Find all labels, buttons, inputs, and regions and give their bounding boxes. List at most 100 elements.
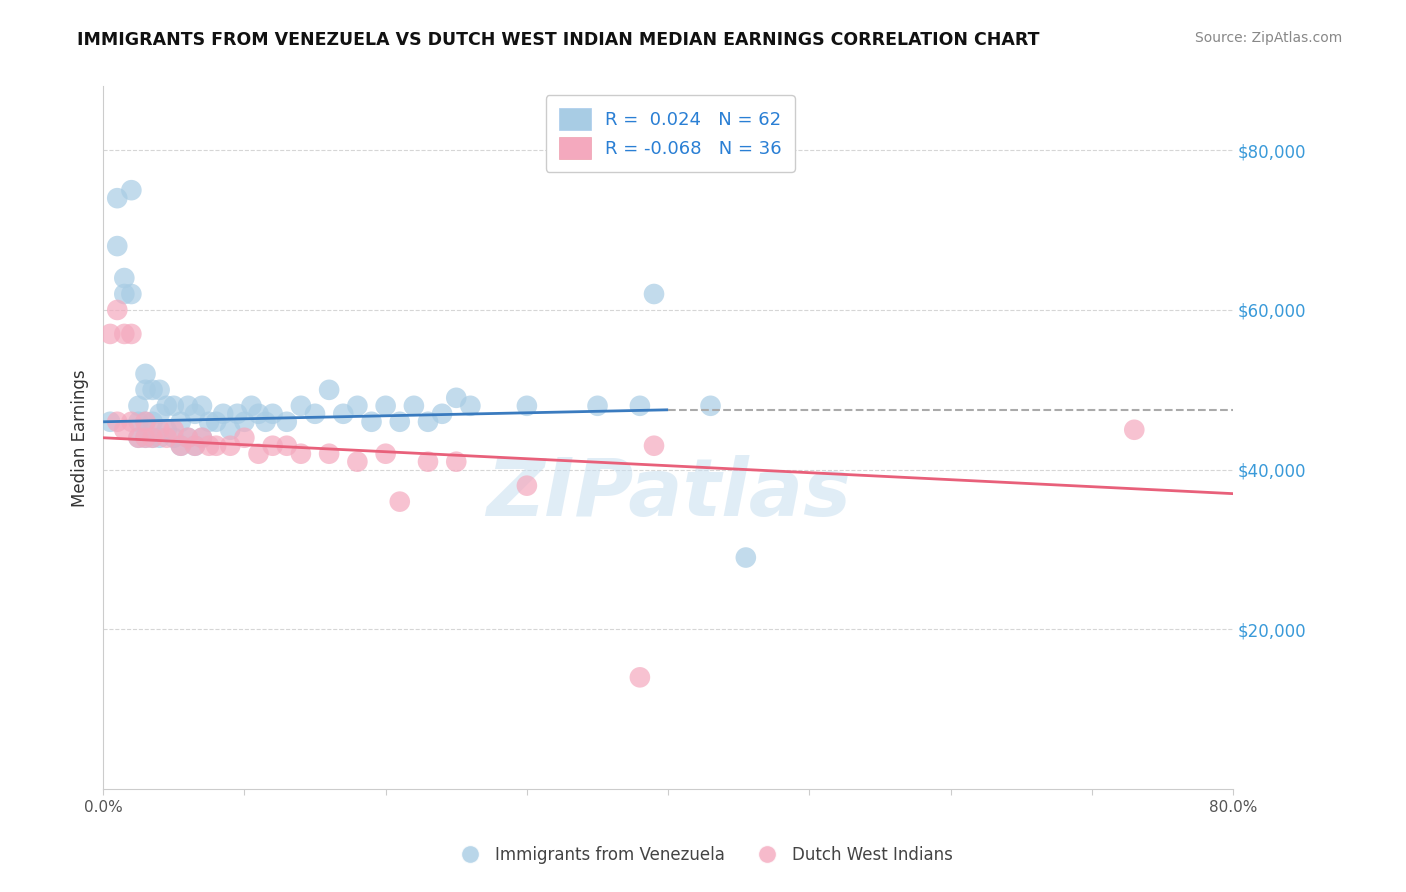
Point [276, 439, 298, 453]
Point [643, 439, 665, 453]
Point [262, 439, 284, 453]
Point [170, 439, 193, 453]
Point [142, 383, 165, 397]
Point [112, 326, 135, 341]
Point [184, 439, 207, 453]
Point [198, 415, 221, 429]
Legend: R =  0.024   N = 62, R = -0.068   N = 36: R = 0.024 N = 62, R = -0.068 N = 36 [546, 95, 794, 172]
Point [430, 407, 453, 421]
Point [191, 399, 214, 413]
Point [127, 415, 149, 429]
Point [586, 399, 609, 413]
Point [149, 423, 172, 437]
Point [149, 407, 172, 421]
Point [105, 415, 128, 429]
Point [304, 407, 326, 421]
Point [134, 367, 156, 381]
Point [163, 399, 186, 413]
Point [191, 431, 214, 445]
Point [446, 391, 468, 405]
Point [416, 415, 439, 429]
Point [240, 399, 263, 413]
Text: ZIPatlas: ZIPatlas [485, 455, 851, 533]
Point [120, 415, 142, 429]
Point [346, 455, 368, 469]
Point [233, 415, 256, 429]
Point [98, 326, 121, 341]
Point [184, 439, 207, 453]
Point [112, 423, 135, 437]
Point [105, 303, 128, 318]
Point [416, 455, 439, 469]
Point [247, 447, 270, 461]
Point [628, 399, 651, 413]
Point [226, 407, 249, 421]
Point [112, 271, 135, 285]
Point [142, 431, 165, 445]
Point [290, 399, 312, 413]
Point [734, 550, 756, 565]
Point [460, 399, 482, 413]
Point [170, 439, 193, 453]
Point [276, 415, 298, 429]
Point [177, 399, 200, 413]
Point [149, 431, 172, 445]
Point [127, 431, 149, 445]
Point [184, 407, 207, 421]
Point [112, 287, 135, 301]
Point [177, 431, 200, 445]
Point [374, 447, 396, 461]
Point [177, 431, 200, 445]
Point [156, 431, 179, 445]
Point [219, 423, 242, 437]
Point [134, 415, 156, 429]
Text: Source: ZipAtlas.com: Source: ZipAtlas.com [1195, 31, 1343, 45]
Point [191, 431, 214, 445]
Point [120, 326, 142, 341]
Point [262, 407, 284, 421]
Point [142, 431, 165, 445]
Point [142, 415, 165, 429]
Point [360, 415, 382, 429]
Point [156, 399, 179, 413]
Point [628, 670, 651, 684]
Point [516, 478, 538, 492]
Legend: Immigrants from Venezuela, Dutch West Indians: Immigrants from Venezuela, Dutch West In… [447, 839, 959, 871]
Point [388, 415, 411, 429]
Point [127, 399, 149, 413]
Point [219, 439, 242, 453]
Point [205, 439, 228, 453]
Point [388, 494, 411, 508]
Point [290, 447, 312, 461]
Point [156, 423, 179, 437]
Point [198, 439, 221, 453]
Point [134, 383, 156, 397]
Point [1123, 423, 1146, 437]
Point [254, 415, 277, 429]
Point [699, 399, 721, 413]
Point [170, 415, 193, 429]
Point [643, 287, 665, 301]
Point [127, 431, 149, 445]
Point [105, 191, 128, 205]
Point [332, 407, 354, 421]
Point [233, 431, 256, 445]
Point [402, 399, 425, 413]
Point [163, 423, 186, 437]
Point [205, 415, 228, 429]
Point [212, 407, 235, 421]
Point [134, 431, 156, 445]
Point [149, 383, 172, 397]
Point [163, 431, 186, 445]
Point [98, 415, 121, 429]
Point [247, 407, 270, 421]
Point [446, 455, 468, 469]
Y-axis label: Median Earnings: Median Earnings [72, 369, 89, 507]
Point [134, 415, 156, 429]
Point [374, 399, 396, 413]
Point [134, 431, 156, 445]
Point [516, 399, 538, 413]
Text: IMMIGRANTS FROM VENEZUELA VS DUTCH WEST INDIAN MEDIAN EARNINGS CORRELATION CHART: IMMIGRANTS FROM VENEZUELA VS DUTCH WEST … [77, 31, 1040, 49]
Point [318, 383, 340, 397]
Point [120, 287, 142, 301]
